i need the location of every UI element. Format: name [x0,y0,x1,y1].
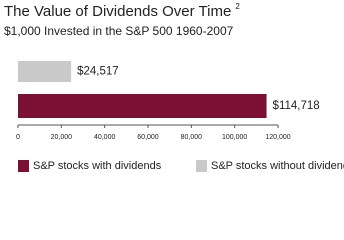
x-tick-label: 60,000 [137,134,159,141]
chart-title: The Value of Dividends Over Time 2 [4,2,240,20]
x-tick-label: 100,000 [222,134,247,141]
x-tick-label: 20,000 [51,134,73,141]
legend-swatch [196,160,207,172]
title-footnote: 2 [235,2,240,11]
x-tick-label: 120,000 [265,134,290,141]
x-tick-label: 40,000 [94,134,116,141]
bar [18,61,72,82]
x-tick-label: 0 [16,134,20,141]
legend-label: S&P stocks with dividends [33,160,162,172]
value-label: $114,718 [273,100,320,112]
chart: The Value of Dividends Over Time 2 $1,000… [4,2,344,172]
value-label: $24,517 [77,66,119,78]
x-tick-label: 80,000 [181,134,203,141]
legend-label: S&P stocks without dividends [211,160,344,172]
legend-swatch [18,160,29,172]
title-text: The Value of Dividends Over Time [4,3,231,20]
chart-subtitle: $1,000 Invested in the S&P 500 1960-2007 [4,24,234,38]
bar [18,94,267,118]
